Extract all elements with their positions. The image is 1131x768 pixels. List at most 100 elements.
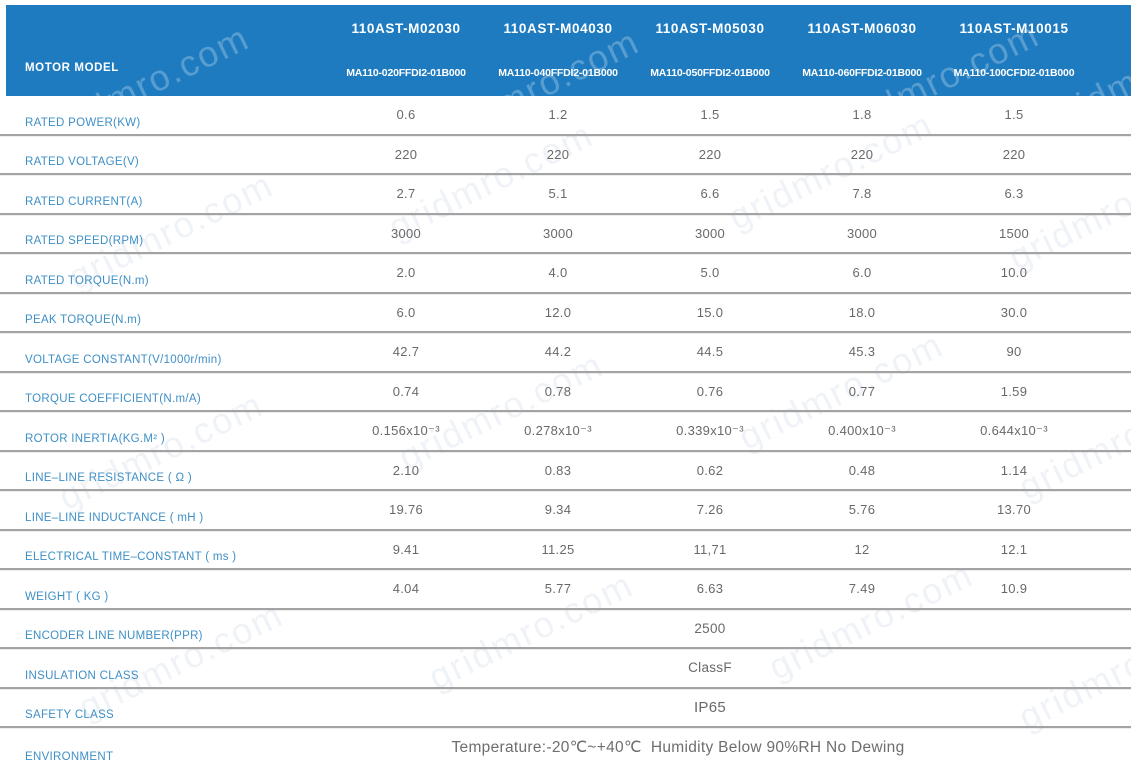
spec-value: 220 [850,146,874,162]
spec-value: 44.5 [696,344,724,360]
spec-value: 42.7 [392,344,420,360]
spec-row: LINE–LINE RESISTANCE ( Ω ) 2.10 0.83 0.62 0.… [0,452,1131,491]
spec-value: 10.9 [1000,581,1028,597]
spec-value: 12.1 [1000,541,1028,557]
spec-value: 5.0 [700,265,720,281]
spec-value: 1.5 [700,107,720,123]
spec-value: 2.10 [392,462,420,478]
spec-value: 6.0 [396,304,416,320]
spec-row: RATED TORQUE(N.m) 2.0 4.0 5.0 6.0 10.0 [0,254,1131,294]
spec-row: VOLTAGE CONSTANT(V/1000r/min) 42.7 44.2 44.… [0,333,1131,373]
row-label: ENCODER LINE NUMBER(PPR) [25,630,203,642]
spec-value: 90 [1006,344,1022,360]
spec-value: 0.74 [392,383,420,399]
spec-value: 6.63 [696,581,724,597]
spec-value: 45.3 [848,344,876,360]
model-part-number: MA110-060FFDI2-01B000 [802,67,922,79]
merged-value: 2500 [694,620,726,636]
row-label: RATED VOLTAGE(V) [25,156,140,168]
row-label: PEAK TORQUE(N.m) [25,314,142,326]
spec-value: 3000 [390,225,422,241]
merged-value: ClassF [688,660,732,676]
spec-row: ENVIRONMENT Temperature:-20℃~+40℃ Humidit… [0,728,1131,768]
model-column-header: 110AST-M04030 MA110-040FFDI2-01B000 [482,5,634,96]
spec-value: 0.83 [544,462,572,478]
spec-value: 0.644x10⁻³ [980,422,1048,438]
row-label: RATED SPEED(RPM) [25,235,144,247]
row-label: SAFETY CLASS [25,709,115,721]
spec-value: 0.400x10⁻³ [828,422,896,438]
merged-value: Temperature:-20℃~+40℃ Humidity Below 90%… [451,739,905,757]
row-label: RATED CURRENT(A) [25,195,143,208]
spec-value: 1.2 [548,107,568,123]
row-label: VOLTAGE CONSTANT(V/1000r/min) [25,353,222,366]
spec-value: 3000 [542,225,574,241]
model-column-header: 110AST-M10015 MA110-100CFDI2-01B000 [938,5,1090,96]
spec-row: TORQUE COEFFICIENT(N.m/A) 0.74 0.78 0.76 0.7… [0,373,1131,412]
spec-value: 12 [854,541,870,557]
row-label: RATED POWER(KW) [25,116,141,129]
spec-value: 44.2 [544,344,572,360]
spec-value: 1.59 [1000,383,1028,399]
spec-value: 0.78 [544,383,572,399]
spec-value: 7.8 [852,186,872,202]
spec-value: 0.62 [696,462,724,478]
spec-value: 2.7 [396,186,416,202]
spec-value: 3000 [846,225,878,241]
spec-value: 6.0 [852,265,872,281]
merged-value: IP65 [693,698,727,716]
spec-value: 15.0 [696,304,724,320]
spec-row: SAFETY CLASS IP65 [0,689,1131,728]
spec-row: ROTOR INERTIA(KG.M² ) 0.156x10⁻³ 0.278x10⁻… [0,412,1131,452]
spec-value: 0.156x10⁻³ [372,422,440,438]
spec-value: 0.278x10⁻³ [524,422,592,438]
model-name: 110AST-M06030 [807,21,917,36]
motor-model-label: MOTOR MODEL [25,62,119,74]
spec-value: 1.14 [1000,462,1028,478]
model-part-number: MA110-020FFDI2-01B000 [346,67,466,79]
spec-value: 10.0 [1000,265,1028,281]
row-label: INSULATION CLASS [25,669,139,682]
model-column-header: 110AST-M06030 MA110-060FFDI2-01B000 [786,5,938,96]
spec-value: 5.77 [544,581,572,597]
spec-row: RATED CURRENT(A) 2.7 5.1 6.6 7.8 6.3 [0,175,1131,215]
spec-rows: RATED POWER(KW) 0.6 1.2 1.5 1.8 1.5 RATED VOLT… [0,96,1131,768]
spec-value: 1500 [998,225,1030,241]
spec-row: LINE–LINE INDUCTANCE ( mH ) 19.76 9.34 7.26… [0,491,1131,531]
spec-value: 5.1 [548,186,568,202]
spec-value: 220 [546,146,570,162]
spec-value: 0.339x10⁻³ [676,422,744,438]
spec-value: 12.0 [544,304,572,320]
spec-value: 4.04 [392,581,420,597]
spec-value: 30.0 [1000,304,1028,320]
model-name: 110AST-M10015 [959,21,1069,36]
row-label: ENVIRONMENT [25,750,114,763]
spec-row: INSULATION CLASS ClassF [0,649,1131,689]
model-part-number: MA110-040FFDI2-01B000 [498,67,618,79]
spec-value: 220 [698,146,722,162]
row-label: WEIGHT ( KG ) [25,590,109,603]
spec-value: 0.77 [848,383,876,399]
spec-value: 7.26 [696,502,724,518]
spec-value: 18.0 [848,304,876,320]
row-label: ELECTRICAL TIME–CONSTANT ( ms ) [25,551,237,563]
model-column-header: 110AST-M05030 MA110-050FFDI2-01B000 [634,5,786,96]
spec-row: RATED SPEED(RPM) 3000 3000 3000 3000 1500 [0,215,1131,254]
row-label: TORQUE COEFFICIENT(N.m/A) [25,393,201,405]
spec-value: 220 [394,146,418,162]
spec-value: 19.76 [388,502,424,518]
spec-value: 9.34 [544,502,572,518]
row-label: LINE–LINE RESISTANCE ( Ω ) [25,472,192,484]
spec-value: 6.6 [700,186,720,202]
spec-value: 11,71 [693,541,727,557]
model-name: 110AST-M05030 [655,21,765,36]
spec-value: 1.8 [852,107,872,123]
table-header: MOTOR MODEL 110AST-M02030 MA110-020FFDI2-… [6,5,1131,96]
spec-value: 0.76 [696,383,724,399]
spec-row: ENCODER LINE NUMBER(PPR) 2500 [0,610,1131,649]
spec-value: 11.25 [541,541,575,557]
spec-value: 13.70 [996,502,1032,518]
spec-value: 2.0 [396,265,416,281]
model-name: 110AST-M04030 [503,21,613,36]
